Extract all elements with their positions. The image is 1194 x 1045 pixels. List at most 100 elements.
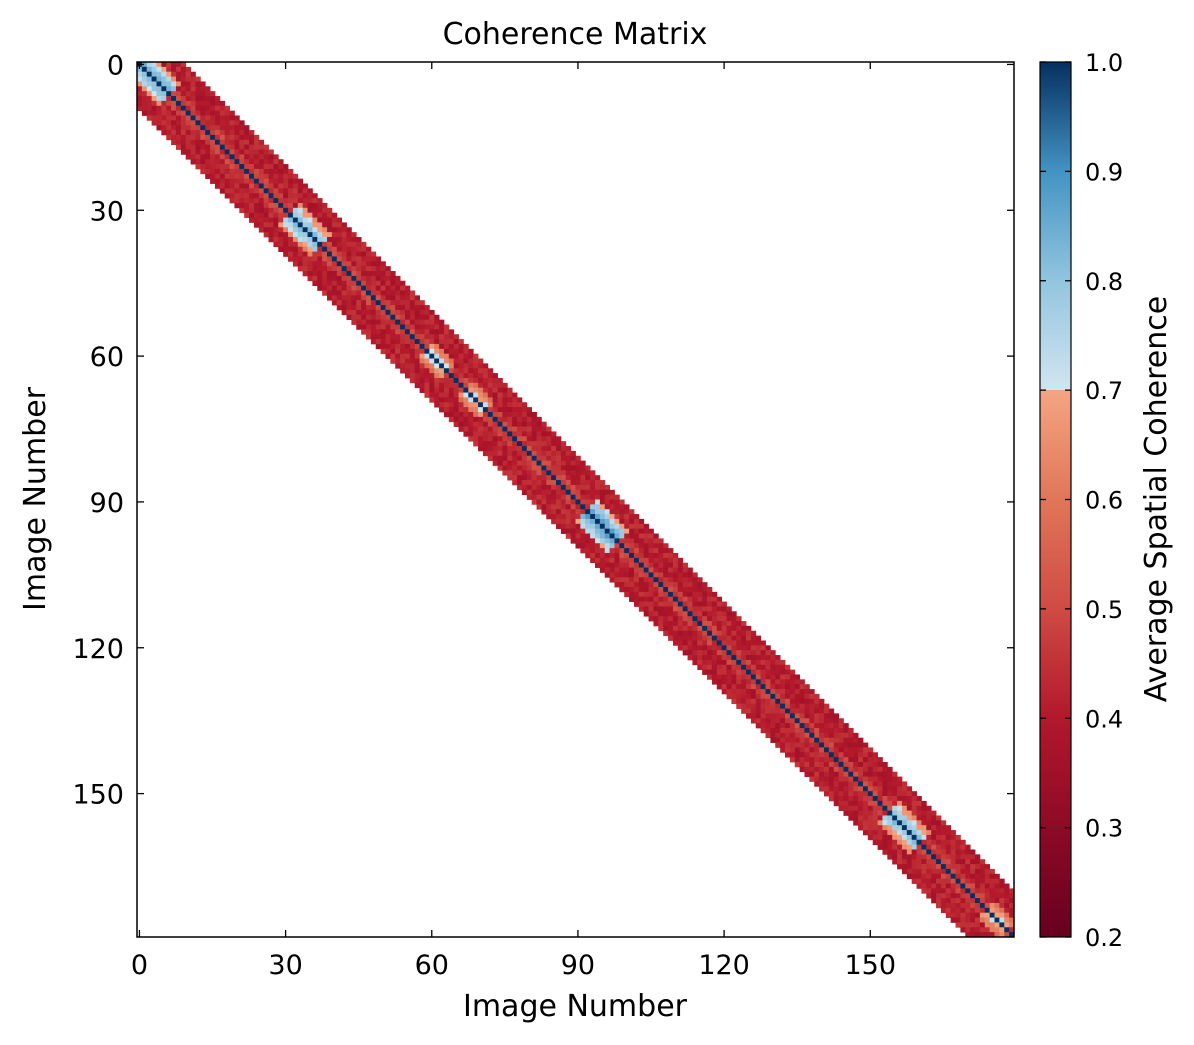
heatmap-cell — [648, 616, 654, 622]
heatmap-cell — [224, 168, 230, 175]
heatmap-cell — [614, 548, 620, 554]
heatmap-cell — [741, 645, 747, 651]
heatmap-cell — [668, 625, 674, 632]
heatmap-cell — [278, 202, 284, 209]
heatmap-cell — [765, 689, 771, 695]
heatmap-cell — [614, 582, 620, 588]
heatmap-cell — [390, 290, 396, 296]
heatmap-cell — [872, 776, 878, 782]
heatmap-cell — [141, 62, 148, 68]
heatmap-cell — [575, 528, 581, 534]
heatmap-cell — [897, 796, 903, 802]
heatmap-cell — [317, 227, 323, 233]
heatmap-cell — [541, 460, 547, 466]
heatmap-cell — [716, 625, 723, 632]
heatmap-cell — [365, 256, 372, 262]
heatmap-cell — [210, 154, 216, 160]
heatmap-cell — [911, 849, 917, 855]
heatmap-cell — [200, 81, 206, 87]
heatmap-cell — [229, 154, 235, 160]
heatmap-cell — [658, 606, 664, 612]
heatmap-cell — [526, 412, 533, 418]
heatmap-cell — [205, 115, 211, 121]
heatmap-cell — [692, 591, 698, 598]
heatmap-cell — [234, 164, 240, 170]
heatmap-cell — [687, 655, 693, 661]
heatmap-cell — [770, 693, 776, 700]
heatmap-cell — [975, 917, 981, 923]
heatmap-cell — [166, 105, 172, 112]
heatmap-cell — [307, 237, 313, 243]
heatmap-cell — [687, 645, 693, 651]
heatmap-cell — [560, 465, 567, 471]
heatmap-cell — [677, 587, 684, 593]
heatmap-cell — [614, 562, 620, 568]
heatmap-cell — [517, 426, 523, 432]
heatmap-cell — [906, 805, 913, 812]
heatmap-cell — [687, 577, 693, 583]
heatmap-cell — [955, 839, 961, 846]
heatmap-cell — [322, 222, 328, 228]
heatmap-cell — [502, 436, 508, 442]
heatmap-cell — [936, 883, 942, 889]
heatmap-cell — [331, 256, 338, 262]
heatmap-cell — [780, 718, 786, 724]
heatmap-cell — [487, 368, 494, 374]
heatmap-cell — [322, 290, 328, 296]
heatmap-cell — [882, 820, 888, 826]
heatmap-cell — [819, 708, 825, 714]
heatmap-cell — [624, 538, 630, 544]
heatmap-cell — [283, 246, 289, 252]
heatmap-cell — [556, 494, 562, 500]
heatmap-cell — [897, 820, 903, 826]
heatmap-cell — [785, 732, 791, 739]
heatmap-cell — [385, 314, 391, 321]
heatmap-cell — [361, 241, 367, 248]
heatmap-cell — [604, 518, 610, 525]
heatmap-cell — [234, 188, 240, 194]
heatmap-cell — [570, 514, 576, 520]
heatmap-cell — [677, 635, 684, 641]
heatmap-cell — [838, 752, 844, 758]
heatmap-cell — [897, 776, 903, 782]
heatmap-cell — [541, 455, 547, 462]
heatmap-cell — [619, 577, 625, 583]
heatmap-cell — [434, 392, 440, 398]
heatmap-cell — [906, 830, 913, 836]
heatmap-cell — [302, 212, 308, 218]
heatmap-cell — [468, 353, 474, 359]
heatmap-cell — [843, 732, 849, 739]
heatmap-cell — [546, 446, 552, 452]
heatmap-cell — [624, 548, 630, 554]
heatmap-cell — [151, 100, 157, 107]
heatmap-cell — [551, 489, 557, 496]
heatmap-cell — [833, 737, 839, 743]
heatmap-cell — [322, 275, 328, 282]
heatmap-cell — [794, 693, 801, 700]
heatmap-cell — [726, 669, 732, 675]
heatmap-cell — [848, 742, 854, 748]
heatmap-cell — [443, 329, 450, 335]
heatmap-cell — [746, 664, 752, 671]
heatmap-cell — [672, 601, 679, 607]
heatmap-cell — [609, 494, 615, 500]
heatmap-cell — [478, 402, 484, 408]
heatmap-cell — [677, 562, 684, 568]
heatmap-cell — [672, 591, 679, 598]
heatmap-cell — [453, 397, 459, 403]
heatmap-cell — [200, 125, 206, 131]
heatmap-cell — [638, 557, 645, 564]
heatmap-cell — [785, 742, 791, 748]
heatmap-cell — [312, 232, 318, 238]
heatmap-cell — [892, 820, 898, 826]
heatmap-cell — [507, 412, 513, 418]
heatmap-cell — [726, 689, 732, 695]
heatmap-cell — [351, 261, 357, 267]
heatmap-cell — [653, 562, 659, 568]
heatmap-cell — [770, 737, 776, 743]
heatmap-cell — [721, 625, 727, 632]
heatmap-cell — [517, 402, 523, 408]
heatmap-cell — [419, 353, 425, 359]
heatmap-cell — [755, 718, 762, 724]
heatmap-cell — [429, 348, 435, 355]
